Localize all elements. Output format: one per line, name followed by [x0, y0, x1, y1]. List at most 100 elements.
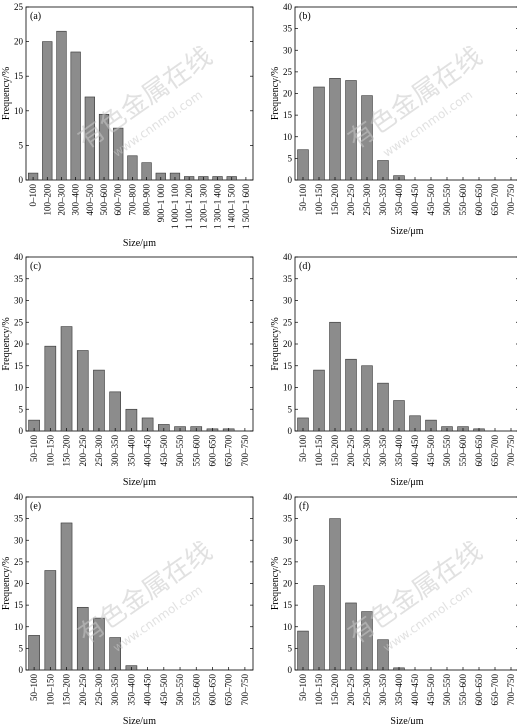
y-tick-label: 25 — [14, 317, 24, 327]
x-tick-label: 100–150 — [45, 674, 55, 706]
x-tick-label: 350–400 — [126, 674, 136, 706]
y-tick-label: 20 — [283, 89, 293, 99]
x-tick-label: 50–100 — [29, 674, 39, 702]
y-tick-label: 20 — [283, 579, 293, 589]
panel-label: (f) — [299, 501, 309, 512]
plot-frame — [25, 256, 254, 432]
y-tick-label: 0 — [19, 426, 24, 436]
x-axis-title: Size/μm — [390, 226, 423, 237]
bar — [393, 400, 405, 432]
y-tick-label: 0 — [19, 175, 24, 185]
x-tick-label: 450–500 — [426, 674, 436, 706]
x-tick-label: 350–400 — [394, 674, 404, 706]
y-axis-title: Frequency/% — [270, 67, 281, 120]
y-tick-label: 5 — [19, 404, 24, 414]
y-tick-label: 20 — [283, 339, 293, 349]
x-tick-label: 400–450 — [410, 435, 420, 467]
y-tick-label: 40 — [14, 252, 24, 262]
x-tick-label: 600–650 — [207, 435, 217, 467]
y-tick-label: 20 — [14, 339, 24, 349]
x-tick-label: 900–1 000 — [156, 184, 166, 223]
y-tick-label: 10 — [283, 132, 293, 142]
y-tick-label: 40 — [283, 492, 293, 502]
x-tick-label: 50–100 — [298, 184, 308, 212]
bar — [313, 585, 325, 671]
x-tick-label: 300–350 — [378, 674, 388, 706]
y-tick-label: 35 — [283, 514, 293, 524]
chart-panel-1: 0 5 10 15 20 25 30 35 40 50–100 100–150 150–200 200–… — [270, 2, 517, 237]
x-tick-label: 50–100 — [298, 674, 308, 702]
x-tick-label: 1 400–1 500 — [227, 184, 237, 230]
x-tick-label: 200–250 — [346, 435, 356, 467]
y-tick-label: 15 — [14, 361, 24, 371]
y-tick-label: 10 — [283, 622, 293, 632]
x-tick-label: 1 300–1 400 — [213, 184, 223, 230]
bar — [42, 41, 53, 181]
y-axis-title: Frequency/% — [270, 557, 281, 610]
y-tick-label: 40 — [14, 492, 24, 502]
x-tick-label: 600–650 — [474, 674, 484, 706]
x-tick-label: 400–500 — [85, 184, 95, 216]
x-tick-label: 400–450 — [410, 184, 420, 216]
y-tick-label: 5 — [288, 643, 293, 653]
y-tick-label: 40 — [283, 252, 293, 262]
x-tick-label: 350–400 — [394, 184, 404, 216]
y-tick-label: 35 — [14, 274, 24, 284]
x-tick-label: 500–550 — [442, 674, 452, 706]
y-tick-label: 35 — [14, 514, 24, 524]
bar — [345, 358, 357, 432]
y-tick-label: 20 — [14, 579, 24, 589]
x-tick-label: 350–400 — [394, 435, 404, 467]
bar — [297, 630, 309, 671]
y-tick-label: 20 — [14, 37, 24, 47]
x-tick-label: 150–200 — [330, 184, 340, 216]
y-tick-label: 30 — [14, 296, 24, 306]
bar — [329, 78, 341, 181]
y-tick-label: 5 — [288, 153, 293, 163]
x-axis-title: Size/μm — [390, 477, 423, 488]
chart-panel-0: 0 5 10 15 20 25 0–100 100–200 200–300 300–400 400–… — [1, 2, 254, 249]
bar — [70, 51, 81, 181]
y-tick-label: 15 — [283, 361, 293, 371]
y-axis-title: Frequency/% — [1, 317, 12, 370]
y-tick-label: 10 — [283, 383, 293, 393]
y-tick-label: 30 — [14, 535, 24, 545]
plot-frame — [25, 6, 254, 181]
y-tick-label: 35 — [283, 274, 293, 284]
x-tick-label: 550–600 — [191, 435, 201, 467]
x-tick-label: 150–200 — [62, 674, 72, 706]
x-tick-label: 50–100 — [298, 435, 308, 463]
y-tick-label: 15 — [14, 71, 24, 81]
x-axis-title: Size/μm — [123, 716, 156, 724]
bar — [297, 149, 309, 181]
x-tick-label: 300–350 — [110, 435, 120, 467]
y-tick-label: 30 — [283, 296, 293, 306]
chart-panel-3: 0 5 10 15 20 25 30 35 40 50–100 100–150 150–200 200–… — [270, 252, 517, 488]
x-tick-label: 700–750 — [506, 184, 516, 216]
y-tick-label: 15 — [283, 600, 293, 610]
x-tick-label: 100–150 — [314, 674, 324, 706]
chart-panel-4: 0 5 10 15 20 25 30 35 40 50–100 100–150 150–200 200–… — [1, 492, 254, 724]
y-tick-label: 25 — [283, 317, 293, 327]
x-tick-label: 700–750 — [240, 435, 250, 467]
x-tick-label: 400–450 — [143, 435, 153, 467]
x-tick-label: 450–500 — [426, 184, 436, 216]
y-tick-label: 15 — [283, 110, 293, 120]
x-tick-label: 700–750 — [240, 674, 250, 706]
x-tick-label: 650–700 — [224, 435, 234, 467]
x-tick-label: 100–150 — [314, 435, 324, 467]
x-tick-label: 550–600 — [191, 674, 201, 706]
bar — [329, 321, 341, 432]
x-tick-label: 250–300 — [362, 184, 372, 216]
chart-panel-2: 0 5 10 15 20 25 30 35 40 50–100 100–150 150–200 200–… — [1, 252, 254, 488]
x-tick-label: 650–700 — [490, 435, 500, 467]
x-tick-label: 650–700 — [490, 674, 500, 706]
bar — [76, 350, 89, 432]
chart-panel-5: 0 5 10 15 20 25 30 35 40 50–100 100–150 150–200 200–… — [270, 492, 517, 724]
panel-label: (b) — [299, 11, 311, 22]
x-tick-label: 250–300 — [94, 674, 104, 706]
x-tick-label: 550–600 — [458, 435, 468, 467]
x-tick-label: 450–500 — [426, 435, 436, 467]
y-tick-label: 10 — [14, 383, 24, 393]
x-tick-label: 100–200 — [42, 184, 52, 216]
